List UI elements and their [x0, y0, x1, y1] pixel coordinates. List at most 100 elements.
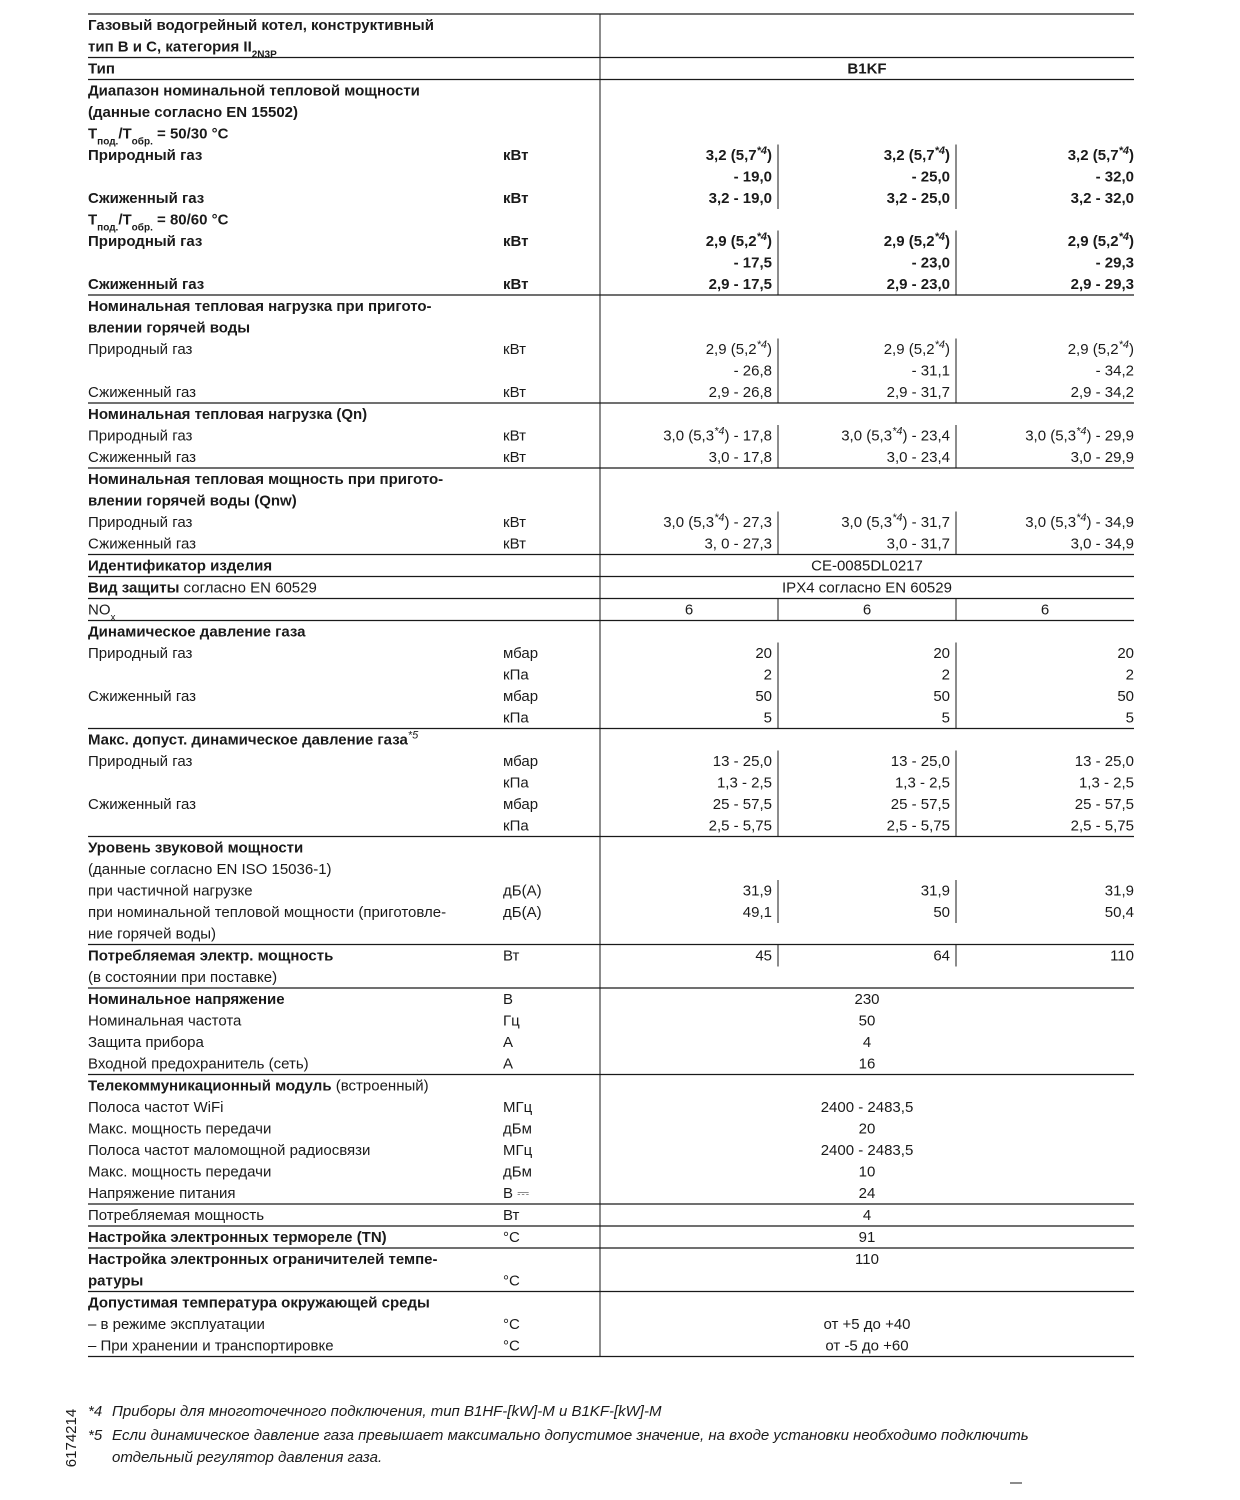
text-part: под. [97, 222, 118, 233]
text-part: тип B и C, категория II [88, 39, 252, 56]
cell-value: 2,5 - 5,75 [887, 818, 950, 835]
cell-value: 50 [933, 904, 950, 921]
row-unit: °C [503, 1273, 520, 1290]
cell-value: 50,4 [1105, 904, 1134, 921]
row-value: 50 [859, 1013, 876, 1030]
row-label: Номинальная тепловая мощность при пригот… [88, 471, 443, 488]
row-label: Динамическое давление газа [88, 624, 306, 641]
row-label: тип B и C, категория II2N3P [88, 39, 277, 61]
text-part: ) [945, 147, 950, 164]
text-part: *4 [1119, 339, 1129, 351]
text-part: = 80/60 °C [153, 212, 229, 229]
row-label: Уровень звуковой мощности [88, 840, 303, 857]
text-part: ) - 34,9 [1086, 514, 1134, 531]
row-label: Макс. допуст. динамическое давление газа… [88, 730, 419, 749]
row-label: при частичной нагрузке [88, 883, 253, 900]
row-label: (в состоянии при поставке) [88, 969, 277, 986]
text-part: ) [1129, 147, 1134, 164]
row-label: Номинальная частота [88, 1013, 242, 1030]
text-part: обр. [132, 221, 153, 233]
row-label: Природный газ [88, 753, 193, 770]
text-part: *4 [714, 426, 724, 438]
text-part: = 50/30 °C [153, 126, 229, 143]
text-part: ратуры [88, 1273, 143, 1290]
text-part: *4 [892, 512, 902, 524]
row-label: – При хранении и транспортировке [88, 1338, 334, 1355]
row-label: Входной предохранитель (сеть) [88, 1056, 309, 1073]
row-label: Tпод./Tобр. = 50/30 °C [88, 126, 229, 148]
text-part: Вид защиты [88, 580, 179, 597]
cell-value: 3,0 - 29,9 [1071, 449, 1134, 466]
row-label: Газовый водогрейный котел, конструктивны… [88, 17, 434, 34]
cell-value: 2,9 - 26,8 [709, 384, 772, 401]
text-part: T [88, 126, 97, 143]
row-label: Сжиженный газ [88, 796, 196, 813]
text-part: *4 [1119, 145, 1129, 157]
cell-value: 2,9 (5,2*4) [884, 339, 950, 358]
cell-value: 31,9 [921, 883, 950, 900]
text-part: /T [118, 212, 131, 229]
cell-value: 3,0 (5,3*4) - 17,8 [663, 426, 772, 445]
row-unit: кВт [503, 276, 529, 293]
row-label: Природный газ [88, 341, 193, 358]
text-part: 3,0 (5,3 [663, 514, 714, 531]
row-unit: мбар [503, 645, 538, 662]
row-label: Макс. мощность передачи [88, 1121, 271, 1138]
row-label: Природный газ [88, 514, 193, 531]
row-value: CE-0085DL0217 [811, 558, 923, 575]
row-unit: кПа [503, 775, 529, 792]
text-part: Идентификатор изделия [88, 558, 272, 575]
text-part: 3,2 (5,7 [1068, 147, 1119, 164]
row-label: Природный газ [88, 645, 193, 662]
cell-value: 31,9 [743, 883, 772, 900]
cell-value: 3,0 (5,3*4) - 23,4 [841, 426, 950, 445]
cell-value: 3,0 - 17,8 [709, 449, 772, 466]
text-part: *4 [757, 231, 767, 243]
document-number: 6174214 [63, 1409, 80, 1467]
cell-value: 3,2 - 32,0 [1071, 190, 1134, 207]
text-part: 3,2 (5,7 [706, 147, 757, 164]
row-label: Сжиженный газ [88, 276, 204, 293]
cell-value: 2 [1126, 667, 1134, 684]
row-value: 110 [855, 1251, 879, 1268]
text-part: 2,9 (5,2 [884, 233, 935, 250]
cell-value: 1,3 - 2,5 [895, 775, 950, 792]
text-part: *4 [1119, 231, 1129, 243]
row-value: 2400 - 2483,5 [821, 1142, 914, 1159]
text-part: 3,0 (5,3 [841, 514, 892, 531]
text-part: /T [118, 126, 131, 143]
text-part: ) [767, 147, 772, 164]
cell-value: 3,2 (5,7*4) [706, 145, 772, 164]
cell-value: 2,9 - 17,5 [709, 276, 772, 293]
text-part: *5 [408, 730, 419, 742]
row-unit: кВт [503, 147, 529, 164]
row-label: Полоса частот маломощной радиосвязи [88, 1142, 370, 1159]
cell-value: 3,0 - 31,7 [887, 536, 950, 553]
text-part: 2,9 (5,2 [706, 341, 757, 358]
text-part: ) [945, 341, 950, 358]
footnote-mark: *5 [88, 1427, 103, 1444]
row-unit: В [503, 991, 513, 1008]
text-part: ) - 17,8 [724, 428, 772, 445]
row-unit: кВт [503, 514, 526, 531]
row-label: Tпод./Tобр. = 80/60 °C [88, 212, 229, 234]
row-label: Сжиженный газ [88, 384, 196, 401]
text-part: 2,9 (5,2 [706, 233, 757, 250]
text-part: ) [767, 341, 772, 358]
text-part: согласно EN 60529 [179, 580, 316, 597]
cell-value: 5 [764, 710, 772, 727]
cell-value: 20 [1117, 645, 1134, 662]
text-part: x [111, 612, 116, 623]
row-label: Природный газ [88, 233, 202, 250]
text-part: ) [767, 233, 772, 250]
row-value: IPX4 согласно EN 60529 [782, 580, 952, 597]
text-part: 3,0 (5,3 [663, 428, 714, 445]
cell-value: 2,9 (5,2*4) [706, 339, 772, 358]
cell-value: - 23,0 [912, 255, 950, 272]
row-label: Защита прибора [88, 1034, 204, 1051]
text-part: ) [945, 233, 950, 250]
row-label: Потребляемая мощность [88, 1207, 264, 1224]
text-part: *4 [935, 145, 945, 157]
row-value: 230 [854, 991, 879, 1008]
